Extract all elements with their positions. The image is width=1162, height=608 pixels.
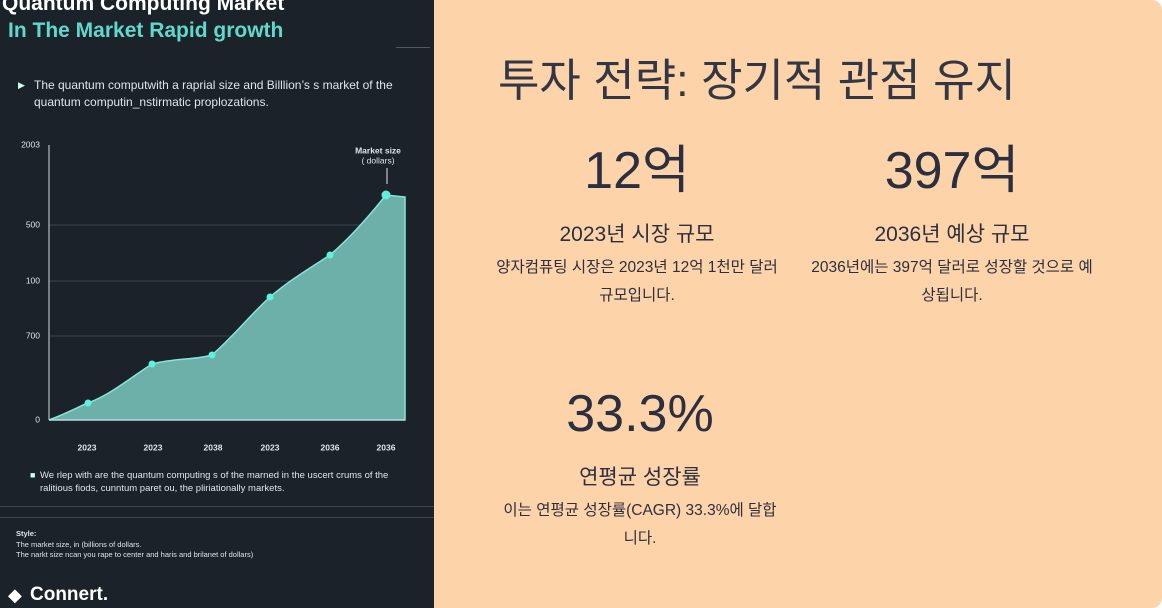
- x-tick-label: 2038: [204, 442, 223, 452]
- stat: 397억 2036년 예상 규모 2036년에는 397억 달러로 성장할 것으…: [802, 140, 1102, 310]
- logo-icon: ◆: [8, 585, 22, 605]
- stat-label: 2023년 시장 규모: [559, 223, 715, 246]
- divider: [0, 506, 434, 507]
- point: [208, 351, 216, 359]
- stat-value: 33.3%: [566, 385, 714, 443]
- stat-value: 397억: [884, 142, 1020, 200]
- stat-value: 12억: [584, 142, 690, 200]
- chart: Market size ( dollars) 2003 500 100 700 0 202…: [21, 139, 406, 452]
- content: 투자 전략: 장기적 관점 유지 12억 2023년 시장 규모 양자컴퓨팅 시…: [434, 0, 1162, 608]
- y-tick-label: 100: [26, 275, 40, 285]
- x-tick-label: 2023: [78, 442, 97, 452]
- point: [148, 360, 156, 368]
- style-line: The narkt size ncan you rape to center a…: [16, 550, 254, 559]
- stat: 12억 2023년 시장 규모 양자컴퓨팅 시장은 2023년 12억 1천만 …: [487, 140, 787, 310]
- bullet-icon: ▶: [18, 80, 25, 90]
- stat-label: 2036년 예상 규모: [874, 223, 1030, 246]
- point: [84, 399, 92, 407]
- points: [84, 190, 391, 407]
- point: [381, 190, 391, 200]
- style-heading: Style:: [16, 529, 37, 538]
- x-tick-label: 2036: [321, 442, 340, 452]
- point: [326, 251, 334, 259]
- annotation: Market size: [355, 145, 401, 155]
- x-tick-label: 2023: [144, 442, 163, 452]
- stat-label: 연평균 성장률: [579, 466, 701, 489]
- logo: Connert.: [30, 584, 109, 605]
- y-tick-label: 500: [26, 219, 40, 229]
- bullet-icon: ■: [30, 470, 36, 480]
- divider: [396, 47, 430, 48]
- y-tick-label: 0: [35, 414, 40, 424]
- infographic-title: Quantum Computing Market: [2, 0, 285, 15]
- slide-heading: 투자 전략: 장기적 관점 유지: [498, 55, 1016, 106]
- point: [266, 293, 274, 301]
- infographic: Quantum Computing Market In The Market R…: [0, 0, 434, 608]
- annotation-unit: ( dollars): [361, 155, 394, 165]
- x-tick-label: 2036: [377, 442, 396, 452]
- divider: [0, 517, 434, 518]
- y-tick-label: 700: [26, 330, 40, 340]
- x-tick-label: 2023: [261, 442, 280, 452]
- stat-description: 2036년에는 397억 달러로 성장할 것으로 예상됩니다.: [811, 259, 1093, 304]
- stat-description: 양자컴퓨팅 시장은 2023년 12억 1천만 달러 규모입니다.: [496, 259, 778, 304]
- note-text: We rlep with are the quantum computing s…: [40, 470, 389, 494]
- stat-description: 이는 연평균 성장률(CAGR) 33.3%에 달합니다.: [503, 502, 777, 547]
- infographic-subtitle: In The Market Rapid growth: [8, 19, 284, 42]
- style-line: The market size, in (billions of dollars…: [16, 540, 142, 549]
- stat: 33.3% 연평균 성장률 이는 연평균 성장률(CAGR) 33.3%에 달합…: [490, 383, 790, 553]
- area: [48, 194, 406, 421]
- y-tick-label: 2003: [21, 139, 40, 149]
- intro-text: The quantum computwith a raprial size an…: [34, 78, 393, 109]
